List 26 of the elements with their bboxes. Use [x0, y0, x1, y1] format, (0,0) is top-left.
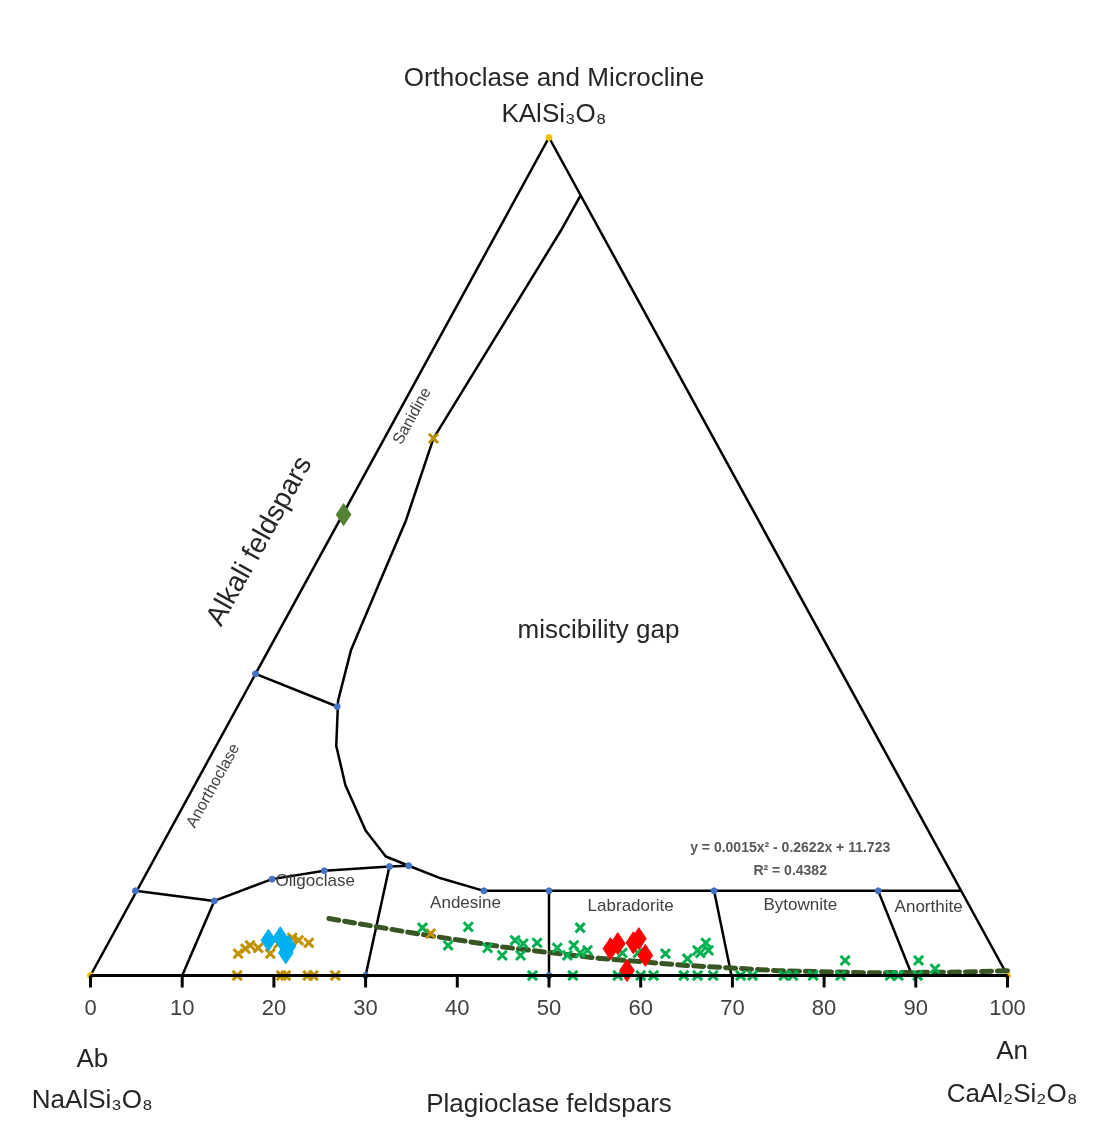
x-tick-label: 40 [445, 994, 470, 1020]
annotation: miscibility gap [517, 613, 680, 644]
chart-title: Orthoclase and Microcline [403, 61, 705, 92]
x-tick-label: 0 [84, 994, 97, 1020]
annotation: Anorthite [894, 897, 963, 917]
x-tick-label: 60 [628, 994, 653, 1020]
text: Ab [76, 1043, 109, 1074]
annotation: Oligoclase [275, 871, 355, 891]
text: An [996, 1035, 1028, 1066]
annotation: y = 0.0015x² - 0.2622x + 11.723 [690, 839, 891, 856]
annotation: Labradorite [587, 895, 674, 915]
x-tick-label: 90 [903, 994, 929, 1020]
x-tick-label: 100 [989, 994, 1026, 1020]
x-tick-label: 20 [261, 994, 287, 1020]
text: CaAl₂Si₂O₈ [946, 1077, 1078, 1108]
x-tick-label: 70 [720, 994, 745, 1020]
chart-subtitle: KAlSi₃O₈ [501, 97, 607, 128]
annotation: Bytownite [763, 894, 838, 914]
x-axis-title: Plagioclase feldspars [426, 1087, 672, 1118]
annotation: R² = 0.4382 [753, 861, 828, 878]
x-tick-label: 50 [536, 994, 562, 1020]
x-tick-label: 10 [169, 994, 195, 1020]
x-tick-label: 80 [811, 994, 837, 1020]
text: NaAlSi₃O₈ [31, 1083, 153, 1114]
x-tick-label: 30 [353, 994, 378, 1020]
annotation: Andesine [430, 893, 501, 913]
